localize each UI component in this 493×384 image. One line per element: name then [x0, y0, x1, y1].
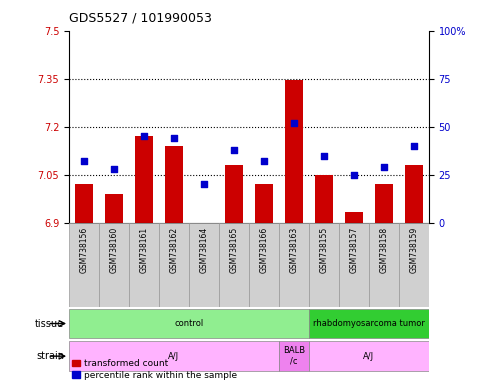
- Bar: [75, 184, 93, 223]
- Point: [80, 158, 88, 164]
- Text: GSM738166: GSM738166: [259, 227, 269, 273]
- Bar: [315, 175, 333, 223]
- Text: control: control: [175, 319, 204, 328]
- Text: GDS5527 / 101990053: GDS5527 / 101990053: [69, 11, 212, 24]
- Bar: [255, 184, 273, 223]
- Text: tissue: tissue: [35, 318, 64, 329]
- Bar: [129, 223, 159, 307]
- Point: [200, 181, 208, 187]
- Point: [290, 120, 298, 126]
- Point: [320, 152, 328, 159]
- Bar: [375, 184, 393, 223]
- Text: GSM738163: GSM738163: [289, 227, 298, 273]
- Bar: [99, 223, 129, 307]
- Bar: [405, 165, 423, 223]
- Bar: [309, 223, 339, 307]
- Bar: [279, 341, 309, 371]
- Bar: [279, 223, 309, 307]
- Bar: [69, 341, 279, 371]
- Bar: [225, 165, 243, 223]
- Bar: [165, 146, 183, 223]
- Point: [410, 143, 418, 149]
- Text: strain: strain: [36, 351, 64, 361]
- Bar: [339, 223, 369, 307]
- Point: [140, 133, 148, 139]
- Text: GSM738155: GSM738155: [319, 227, 328, 273]
- Bar: [399, 223, 429, 307]
- Bar: [285, 80, 303, 223]
- Bar: [135, 136, 153, 223]
- Text: GSM738162: GSM738162: [170, 227, 178, 273]
- Text: GSM738161: GSM738161: [140, 227, 148, 273]
- Text: GSM738158: GSM738158: [380, 227, 388, 273]
- Bar: [369, 223, 399, 307]
- Point: [230, 147, 238, 153]
- Bar: [189, 223, 219, 307]
- Bar: [309, 309, 429, 338]
- Point: [260, 158, 268, 164]
- Bar: [69, 309, 309, 338]
- Bar: [195, 223, 213, 224]
- Bar: [345, 212, 363, 223]
- Point: [350, 172, 358, 178]
- Point: [110, 166, 118, 172]
- Text: A/J: A/J: [169, 352, 179, 361]
- Text: rhabdomyosarcoma tumor: rhabdomyosarcoma tumor: [313, 319, 425, 328]
- Text: GSM738156: GSM738156: [79, 227, 89, 273]
- Bar: [249, 223, 279, 307]
- Bar: [219, 223, 249, 307]
- Text: A/J: A/J: [363, 352, 375, 361]
- Bar: [309, 341, 429, 371]
- Text: GSM738157: GSM738157: [350, 227, 358, 273]
- Point: [380, 164, 388, 170]
- Text: GSM738164: GSM738164: [200, 227, 209, 273]
- Bar: [159, 223, 189, 307]
- Text: GSM738159: GSM738159: [409, 227, 419, 273]
- Text: GSM738165: GSM738165: [229, 227, 239, 273]
- Text: BALB
/c: BALB /c: [283, 346, 305, 366]
- Text: GSM738160: GSM738160: [109, 227, 118, 273]
- Bar: [69, 223, 99, 307]
- Point: [170, 135, 178, 141]
- Legend: transformed count, percentile rank within the sample: transformed count, percentile rank withi…: [69, 356, 241, 383]
- Bar: [105, 194, 123, 223]
